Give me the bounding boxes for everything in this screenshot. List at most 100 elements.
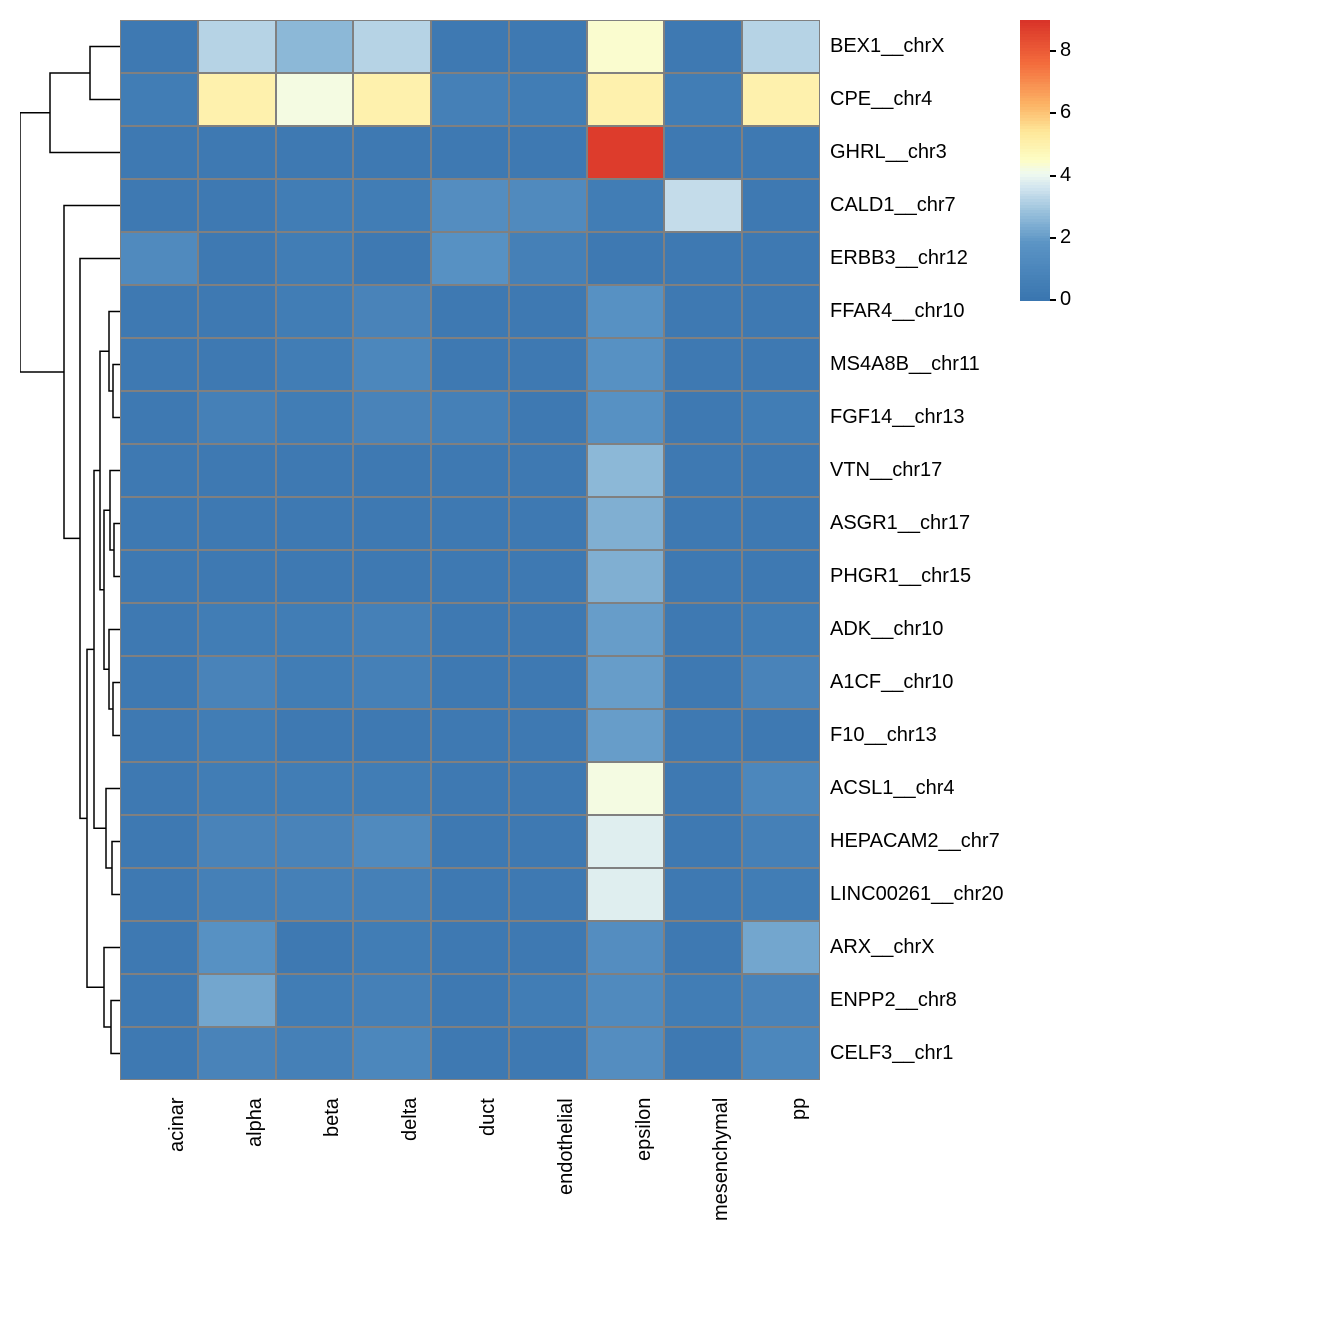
heatmap-cell [509, 179, 587, 232]
heatmap-cell [120, 815, 198, 868]
heatmap-cell [664, 179, 742, 232]
heatmap-cell [587, 126, 665, 179]
heatmap-cell [431, 126, 509, 179]
row-label: GHRL__chr3 [830, 141, 947, 164]
dendrogram-path [20, 47, 120, 1054]
colorbar-tick: 6 [1060, 101, 1071, 124]
heatmap-cell [198, 497, 276, 550]
heatmap-cell [742, 126, 820, 179]
heatmap-cell [276, 497, 354, 550]
heatmap-cell [742, 497, 820, 550]
heatmap-cell [198, 232, 276, 285]
heatmap-cell [431, 232, 509, 285]
heatmap-cell [509, 921, 587, 974]
heatmap-cell [276, 603, 354, 656]
heatmap-cell [587, 709, 665, 762]
heatmap-cell [120, 73, 198, 126]
heatmap-cell [120, 709, 198, 762]
heatmap-cell [509, 20, 587, 73]
heatmap-cell [353, 1027, 431, 1080]
row-label: ARX__chrX [830, 936, 935, 959]
heatmap-cell [742, 232, 820, 285]
heatmap-cell [587, 656, 665, 709]
heatmap-cell [431, 603, 509, 656]
heatmap-cell [431, 1027, 509, 1080]
heatmap-cell [431, 497, 509, 550]
heatmap-cell [509, 815, 587, 868]
heatmap-cell [276, 391, 354, 444]
colorbar-tick-mark [1050, 112, 1056, 114]
heatmap-cell [431, 709, 509, 762]
heatmap-cell [120, 974, 198, 1027]
heatmap-cell [431, 391, 509, 444]
heatmap-cell [509, 285, 587, 338]
heatmap-cell [587, 497, 665, 550]
heatmap-cell [509, 497, 587, 550]
colorbar-tick: 2 [1060, 226, 1071, 249]
heatmap-cell [353, 391, 431, 444]
heatmap-cell [742, 73, 820, 126]
heatmap-cell [120, 656, 198, 709]
row-label: FGF14__chr13 [830, 406, 965, 429]
heatmap-cell [664, 444, 742, 497]
heatmap-cell [509, 974, 587, 1027]
heatmap-cell [276, 709, 354, 762]
heatmap-cell [353, 179, 431, 232]
heatmap-cell [587, 285, 665, 338]
colorbar-tick: 4 [1060, 164, 1071, 187]
heatmap-cell [431, 444, 509, 497]
heatmap-cell [276, 338, 354, 391]
heatmap-cell [509, 444, 587, 497]
heatmap-cell [431, 20, 509, 73]
heatmap-cell [120, 762, 198, 815]
heatmap-cell [742, 709, 820, 762]
heatmap-cell [353, 285, 431, 338]
heatmap-cell [587, 868, 665, 921]
col-label: acinar [166, 1098, 189, 1152]
heatmap-cell [198, 656, 276, 709]
row-label: VTN__chr17 [830, 459, 942, 482]
heatmap-cell [353, 868, 431, 921]
colorbar-tick-mark [1050, 237, 1056, 239]
row-label: LINC00261__chr20 [830, 883, 1003, 906]
heatmap-cell [431, 815, 509, 868]
heatmap-cell [742, 20, 820, 73]
heatmap-cell [276, 285, 354, 338]
heatmap-cell [587, 20, 665, 73]
heatmap-cell [664, 656, 742, 709]
colorbar-tick-mark [1050, 50, 1056, 52]
heatmap-cell [742, 391, 820, 444]
colorbar-tick: 0 [1060, 288, 1071, 311]
heatmap-cell [198, 1027, 276, 1080]
heatmap-cell [509, 391, 587, 444]
heatmap-cell [353, 338, 431, 391]
heatmap-cell [120, 1027, 198, 1080]
row-label: CELF3__chr1 [830, 1042, 953, 1065]
heatmap-cell [664, 709, 742, 762]
row-label: PHGR1__chr15 [830, 565, 971, 588]
heatmap-cell [276, 73, 354, 126]
heatmap-cell [587, 603, 665, 656]
heatmap-cell [198, 974, 276, 1027]
colorbar [1020, 20, 1050, 300]
heatmap-cell [587, 444, 665, 497]
heatmap-cell [431, 550, 509, 603]
col-label: pp [788, 1098, 811, 1120]
heatmap-cell [664, 921, 742, 974]
heatmap-cell [587, 73, 665, 126]
row-label: ADK__chr10 [830, 618, 943, 641]
row-label: ACSL1__chr4 [830, 777, 955, 800]
heatmap-cell [431, 762, 509, 815]
heatmap-cell [431, 179, 509, 232]
heatmap-cell [198, 391, 276, 444]
heatmap-cell [509, 73, 587, 126]
heatmap-cell [353, 709, 431, 762]
heatmap-cell [664, 285, 742, 338]
col-label: epsilon [633, 1098, 656, 1161]
col-label: duct [477, 1098, 500, 1136]
heatmap-cell [509, 126, 587, 179]
heatmap-cell [353, 497, 431, 550]
heatmap-cell [742, 921, 820, 974]
heatmap-cell [276, 656, 354, 709]
heatmap-cell [120, 338, 198, 391]
